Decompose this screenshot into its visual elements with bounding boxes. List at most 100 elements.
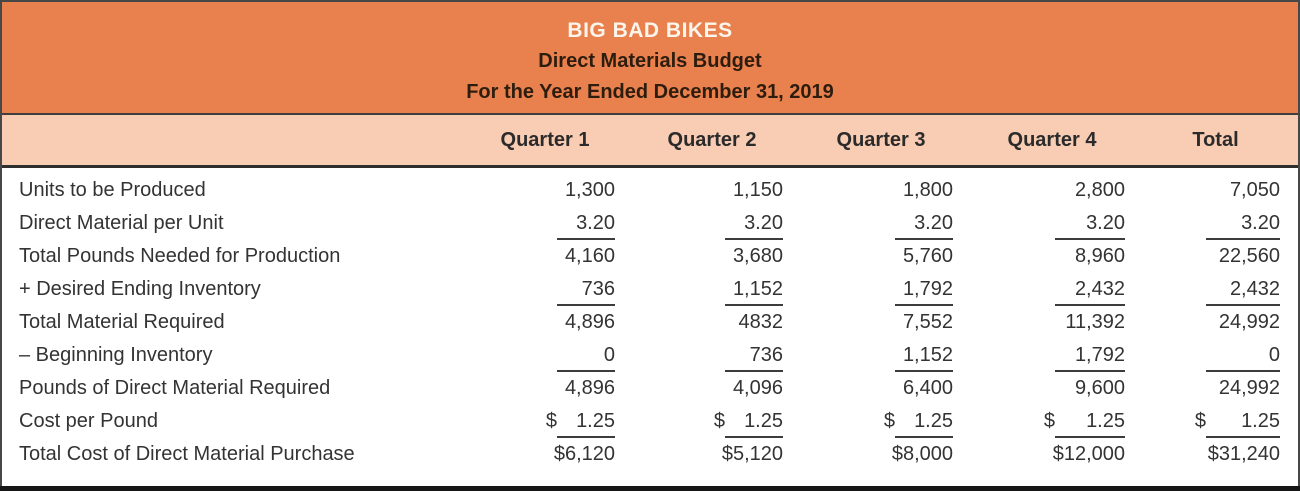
table-row: Direct Material per Unit 3.20 3.20 3.20 3.20…	[2, 209, 1298, 242]
cell-value: 1.25	[725, 407, 783, 438]
cell-value: 0	[1206, 341, 1280, 372]
value-cell: 5,760	[801, 242, 971, 270]
row-label: Total Pounds Needed for Production	[19, 245, 341, 267]
cell-value: 4832	[738, 311, 784, 333]
value-cell: 24,992	[1143, 308, 1298, 336]
cell-value: 8,960	[1074, 245, 1125, 267]
cell-value: 3.20	[1206, 209, 1280, 240]
row-label: Cost per Pound	[19, 410, 158, 432]
column-header-row: Quarter 1 Quarter 2 Quarter 3 Quarter 4 Tota…	[2, 115, 1298, 168]
currency-symbol: $	[1043, 410, 1055, 432]
value-cell: 736	[633, 341, 801, 372]
row-label: Pounds of Direct Material Required	[19, 377, 331, 399]
value-cell: 1,792	[801, 275, 971, 306]
value-cell: 3.20	[1143, 209, 1298, 240]
value-cell: 1,792	[971, 341, 1143, 372]
value-cell: $1.25	[1143, 407, 1298, 438]
value-cell: 2,432	[1143, 275, 1298, 306]
table-row: Units to be Produced 1,300 1,150 1,800 2,800…	[2, 176, 1298, 209]
cell-value: 1,792	[1055, 341, 1125, 372]
row-label: Total Material Required	[19, 311, 225, 333]
cell-value: 7,552	[902, 311, 953, 333]
cell-value: 4,096	[732, 377, 783, 399]
column-header-1: Quarter 1	[500, 128, 590, 151]
value-cell: 11,392	[971, 308, 1143, 336]
value-cell: $5,120	[633, 440, 801, 468]
value-cell: 1,152	[633, 275, 801, 306]
cell-value: 3.20	[557, 209, 615, 240]
row-label: Direct Material per Unit	[19, 212, 224, 234]
cell-value: 1,800	[902, 179, 953, 201]
value-cell: 0	[467, 341, 633, 372]
column-header-2: Quarter 2	[667, 128, 757, 151]
value-cell: 1,300	[467, 176, 633, 204]
column-header-5: Total	[1192, 128, 1239, 151]
value-cell: $1.25	[467, 407, 633, 438]
column-header-3: Quarter 3	[836, 128, 926, 151]
cell-value: 2,800	[1074, 179, 1125, 201]
cell-value: 736	[725, 341, 783, 372]
currency-symbol: $	[545, 410, 557, 432]
cell-value: 1,792	[895, 275, 953, 306]
table-row: – Beginning Inventory 0 736 1,152 1,792 0	[2, 341, 1298, 374]
cell-value: 4,896	[564, 377, 615, 399]
table-row: Total Pounds Needed for Production 4,160 3…	[2, 242, 1298, 275]
cell-value: 1.25	[557, 407, 615, 438]
value-cell: 8,960	[971, 242, 1143, 270]
value-cell: 3.20	[801, 209, 971, 240]
value-cell: 24,992	[1143, 374, 1298, 402]
value-cell: 3.20	[633, 209, 801, 240]
cell-value: 4,160	[564, 245, 615, 267]
row-label: – Beginning Inventory	[19, 344, 213, 366]
cell-value: 6,400	[902, 377, 953, 399]
value-cell: $1.25	[971, 407, 1143, 438]
table-row: Total Cost of Direct Material Purchase $6…	[2, 440, 1298, 473]
cell-value: $5,120	[721, 443, 783, 465]
cell-value: 1.25	[1055, 407, 1125, 438]
cell-value: 2,432	[1206, 275, 1280, 306]
cell-value: 5,760	[902, 245, 953, 267]
table-row: Pounds of Direct Material Required 4,896 4…	[2, 374, 1298, 407]
cell-value: $12,000	[1052, 443, 1125, 465]
cell-value: 2,432	[1055, 275, 1125, 306]
cell-value: 11,392	[1065, 311, 1125, 333]
value-cell: 2,800	[971, 176, 1143, 204]
cell-value: 1,152	[725, 275, 783, 306]
cell-value: 3.20	[1055, 209, 1125, 240]
cell-value: 3.20	[725, 209, 783, 240]
value-cell: 1,152	[801, 341, 971, 372]
table-bottom-rule	[0, 486, 1300, 491]
row-label: Total Cost of Direct Material Purchase	[19, 443, 355, 465]
cell-value: 9,600	[1074, 377, 1125, 399]
table-title-band: BIG BAD BIKES Direct Materials Budget Fo…	[2, 2, 1298, 115]
table-row: Cost per Pound $1.25 $1.25 $1.25 $1.25 $1.25	[2, 407, 1298, 440]
table-row: Total Material Required 4,896 4832 7,552 11,…	[2, 308, 1298, 341]
value-cell: 4832	[633, 308, 801, 336]
value-cell: 736	[467, 275, 633, 306]
column-header-4: Quarter 4	[1007, 128, 1097, 151]
cell-value: $6,120	[553, 443, 615, 465]
table-body: Units to be Produced 1,300 1,150 1,800 2,800…	[2, 168, 1298, 490]
value-cell: 0	[1143, 341, 1298, 372]
value-cell: 6,400	[801, 374, 971, 402]
cell-value: 736	[557, 275, 615, 306]
value-cell: 1,150	[633, 176, 801, 204]
value-cell: 1,800	[801, 176, 971, 204]
row-label: + Desired Ending Inventory	[19, 278, 261, 300]
value-cell: 7,552	[801, 308, 971, 336]
cell-value: 1,150	[732, 179, 783, 201]
value-cell: $1.25	[801, 407, 971, 438]
value-cell: 3,680	[633, 242, 801, 270]
cell-value: 22,560	[1218, 245, 1280, 267]
value-cell: 4,160	[467, 242, 633, 270]
cell-value: 0	[557, 341, 615, 372]
currency-symbol: $	[713, 410, 725, 432]
value-cell: $6,120	[467, 440, 633, 468]
value-cell: $8,000	[801, 440, 971, 468]
cell-value: $8,000	[891, 443, 953, 465]
value-cell: 2,432	[971, 275, 1143, 306]
cell-value: 4,896	[564, 311, 615, 333]
value-cell: 3.20	[467, 209, 633, 240]
cell-value: 3,680	[732, 245, 783, 267]
